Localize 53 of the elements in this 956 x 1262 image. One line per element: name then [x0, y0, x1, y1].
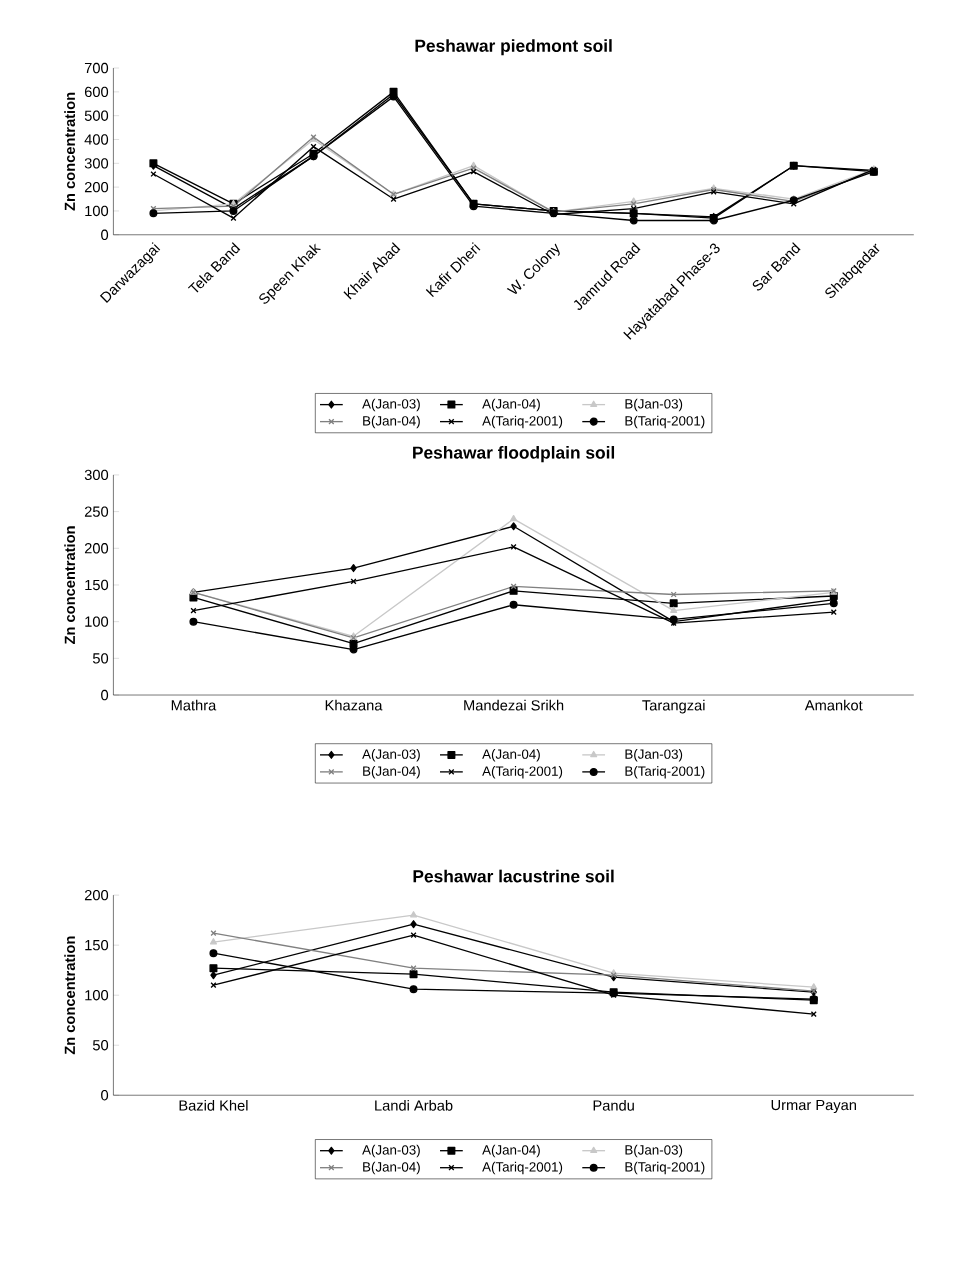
legend-label: A(Jan-04): [481, 749, 540, 762]
y-tick-label: 100: [85, 990, 108, 1001]
x-tick-label: Pandu: [593, 1099, 634, 1111]
legend-label: A(Tariq-2001): [481, 1161, 562, 1175]
y-tick-label: 300: [84, 158, 108, 169]
y-tick-label: 150: [85, 939, 108, 951]
y-axis-title: Zn concentration: [64, 526, 75, 645]
chart-title: Peshawar piedmont soil: [415, 39, 612, 56]
legend-label: A(Tariq-2001): [481, 415, 562, 429]
y-tick-label: 150: [85, 579, 108, 591]
y-tick-label: 700: [84, 62, 108, 74]
y-tick-label: 200: [84, 889, 108, 901]
legend-label: B(Jan-04): [362, 1161, 420, 1175]
y-axis-title: Zn concentration: [64, 936, 75, 1055]
y-tick-label: 250: [84, 506, 108, 517]
y-tick-label: 0: [100, 689, 108, 701]
legend-label: B(Tariq-2001): [625, 766, 705, 779]
legend-label: A(Jan-03): [361, 749, 420, 762]
y-axis-title: Zn concentration: [64, 92, 75, 211]
y-tick-label: 600: [84, 86, 108, 98]
y-tick-label: 100: [85, 205, 108, 217]
legend-label: A(Jan-03): [361, 1144, 420, 1158]
y-tick-label: 500: [84, 110, 108, 121]
legend-label: B(Tariq-2001): [625, 415, 705, 429]
legend-label: B(Jan-03): [625, 1144, 682, 1158]
y-tick-label: 0: [100, 1090, 108, 1101]
legend-label: A(Jan-04): [481, 1144, 540, 1158]
legend-label: A(Jan-04): [481, 398, 540, 412]
y-tick-label: 400: [84, 134, 108, 145]
y-tick-label: 0: [100, 229, 108, 240]
x-tick-label: Urmar Payan: [771, 1099, 856, 1114]
legend-label: B(Jan-04): [362, 766, 420, 779]
x-tick-label: Bazid Khel: [179, 1099, 248, 1111]
x-tick-label: Khazana: [325, 699, 383, 711]
legend-label: B(Jan-03): [625, 749, 682, 762]
x-tick-label: Landi Arbab: [374, 1099, 453, 1111]
y-tick-label: 300: [84, 469, 108, 481]
legend-label: B(Jan-03): [625, 398, 682, 412]
chart-title: Peshawar lacustrine soil: [413, 869, 614, 883]
x-tick-label: Mathra: [171, 699, 217, 711]
x-tick-label: Amankot: [804, 699, 863, 711]
x-tick-label: Mandezai Srikh: [464, 699, 563, 711]
legend-label: A(Jan-03): [361, 398, 420, 412]
legend-label: A(Tariq-2001): [481, 766, 562, 779]
y-tick-label: 50: [92, 1040, 108, 1051]
legend-label: B(Jan-04): [362, 415, 420, 429]
y-tick-label: 200: [84, 543, 108, 554]
y-tick-label: 50: [92, 653, 108, 664]
legend-label: B(Tariq-2001): [625, 1161, 705, 1175]
y-tick-label: 100: [85, 616, 108, 627]
chart-title: Peshawar floodplain soil: [412, 446, 614, 463]
x-tick-label: Tarangzai: [641, 699, 705, 714]
y-tick-label: 200: [84, 181, 108, 193]
